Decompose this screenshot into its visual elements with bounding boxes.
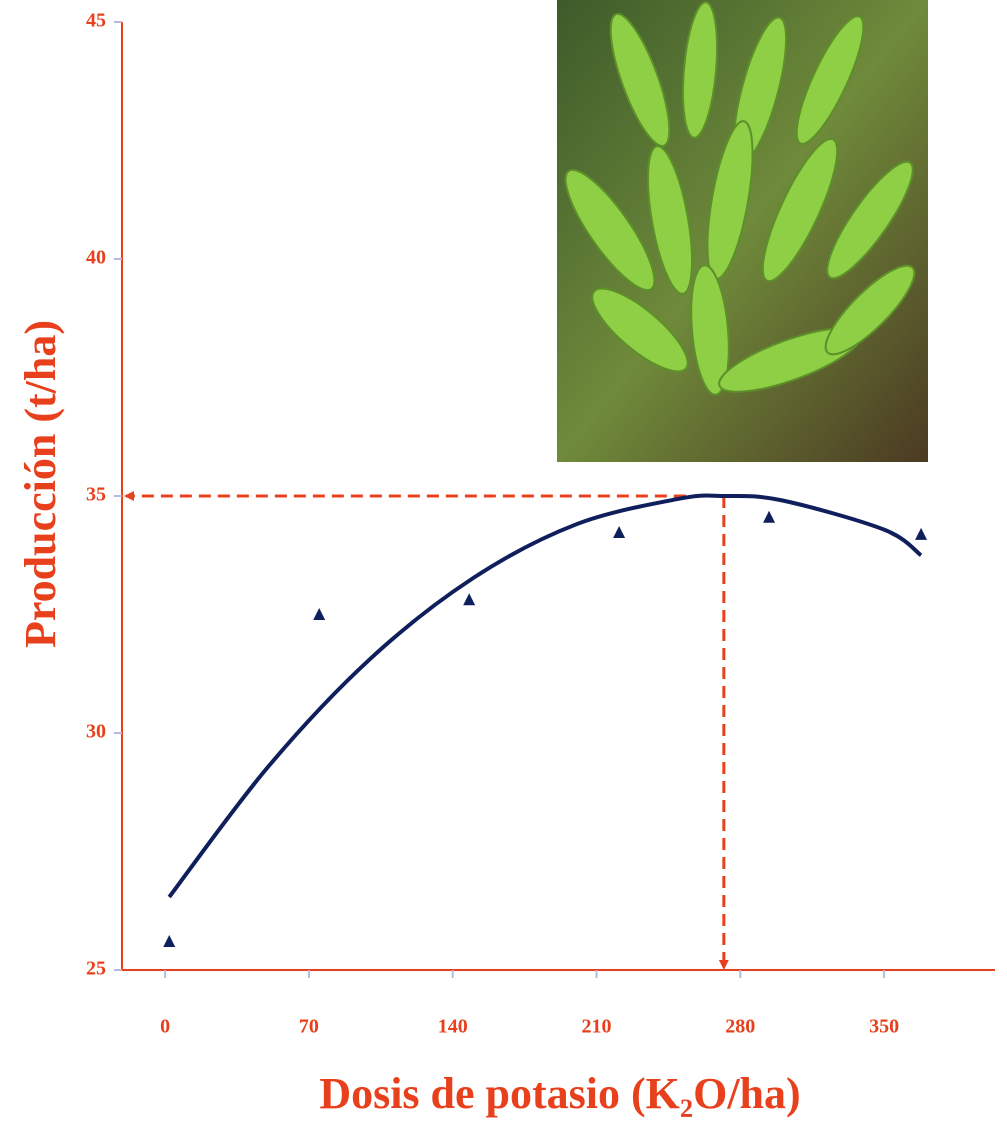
data-point [463,593,475,605]
x-tick-label: 140 [438,1016,468,1038]
x-axis-title: Dosis de potasio (K₂O/ha) [319,1069,800,1118]
x-tick-label: 70 [299,1016,319,1038]
data-point [613,526,625,538]
data-point [763,511,775,523]
y-tick-label: 40 [86,247,106,269]
y-axis-title: Producción (t/ha) [16,320,65,648]
x-tick-label: 0 [160,1016,170,1038]
x-tick-label: 280 [725,1016,755,1038]
page: Producción (t/ha) Dosis de potasio (K₂O/… [0,0,1007,1136]
x-tick-label: 350 [869,1016,899,1038]
data-point [163,935,175,947]
data-point [915,528,927,540]
data-point [313,608,325,620]
y-tick-label: 25 [86,958,106,980]
chart: Producción (t/ha) Dosis de potasio (K₂O/… [0,0,1007,1136]
x-tick-label: 210 [582,1016,612,1038]
y-tick-label: 35 [86,484,106,506]
fit-curve [169,496,921,897]
photo [552,0,928,462]
y-tick-label: 45 [86,10,106,32]
y-tick-label: 30 [86,721,106,743]
